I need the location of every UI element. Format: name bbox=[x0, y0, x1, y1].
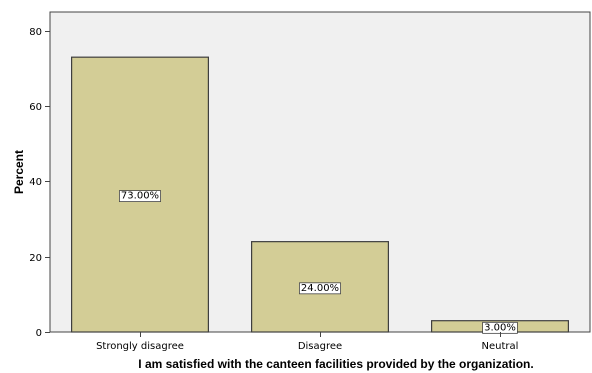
y-axis: 0 20 40 60 80 bbox=[29, 27, 50, 339]
y-tick-label: 80 bbox=[29, 27, 42, 38]
x-tick-label: Disagree bbox=[298, 341, 342, 352]
bar-data-label: 3.00% bbox=[484, 322, 516, 333]
bars-group: 73.00% 24.00% 3.00% bbox=[70, 56, 570, 334]
y-tick-label: 0 bbox=[36, 328, 42, 339]
bar-data-label: 24.00% bbox=[301, 283, 339, 294]
y-tick-label: 20 bbox=[29, 253, 42, 264]
x-tick-label: Neutral bbox=[482, 341, 519, 352]
y-tick-label: 40 bbox=[29, 177, 42, 188]
x-tick-label: Strongly disagree bbox=[96, 341, 184, 352]
bar-data-label: 73.00% bbox=[121, 191, 159, 202]
bar-data-label-box bbox=[299, 282, 341, 295]
y-tick-label: 60 bbox=[29, 102, 42, 113]
x-axis: Strongly disagree Disagree Neutral bbox=[96, 332, 518, 352]
x-axis-title: I am satisfied with the canteen faciliti… bbox=[138, 357, 533, 371]
bar-data-label-box bbox=[119, 190, 161, 202]
y-axis-title: Percent bbox=[12, 150, 26, 194]
